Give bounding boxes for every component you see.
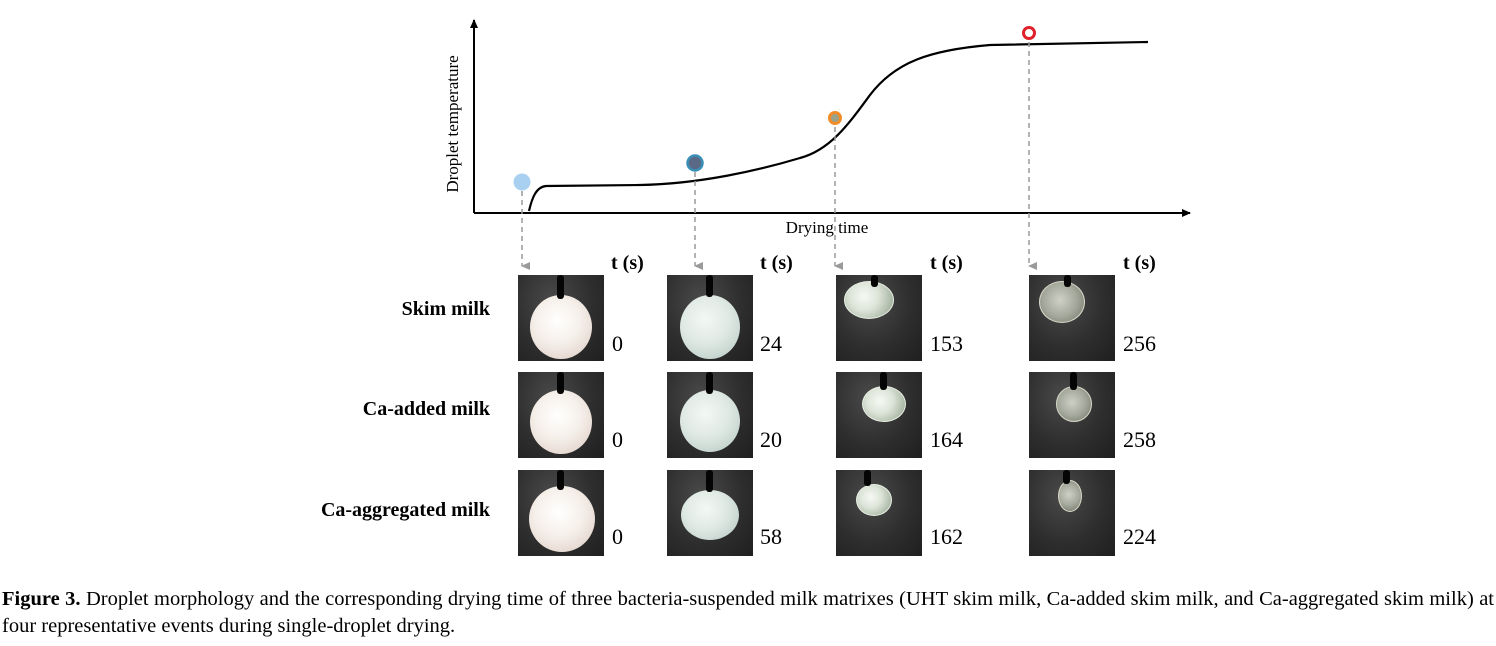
suspension-needle: [706, 372, 713, 394]
droplet-photo: [836, 275, 922, 361]
droplet: [681, 490, 739, 540]
column-header-t-s: t (s): [1123, 252, 1156, 274]
droplet: [1039, 281, 1085, 323]
droplet-photo: [667, 470, 753, 556]
suspension-needle: [1070, 372, 1077, 390]
droplet: [530, 295, 592, 359]
droplet: [856, 484, 892, 516]
drying-time-value: 0: [612, 524, 623, 549]
row-label: Skim milk: [401, 298, 490, 320]
caption-label: Figure 3.: [2, 588, 81, 610]
droplet-photo: [518, 372, 604, 458]
suspension-needle: [557, 470, 564, 490]
droplet-photo: [667, 275, 753, 361]
suspension-needle: [1064, 275, 1071, 287]
suspension-needle: [706, 275, 713, 297]
suspension-needle: [864, 470, 871, 486]
droplet: [680, 295, 740, 359]
x-axis-label: Drying time: [786, 218, 869, 237]
event-markers: [513, 26, 1036, 191]
suspension-needle: [880, 372, 887, 390]
column-header-t-s: t (s): [930, 252, 963, 274]
suspension-needle: [1063, 470, 1070, 484]
temperature-curve-chart: Droplet temperature Drying time: [443, 19, 1191, 270]
droplet: [680, 390, 740, 452]
droplet-photo: [836, 470, 922, 556]
figure-caption: Figure 3. Droplet morphology and the cor…: [2, 586, 1494, 640]
event-marker-4: [1022, 26, 1036, 40]
drying-time-value: 162: [930, 524, 963, 549]
droplet-photo: [836, 372, 922, 458]
drying-time-value: 0: [612, 427, 623, 452]
drying-time-value: 153: [930, 331, 963, 356]
droplet: [530, 390, 592, 454]
droplet-photo: [1029, 372, 1115, 458]
suspension-needle: [557, 275, 564, 299]
column-header-t-s: t (s): [611, 252, 644, 274]
column-header-t-s: t (s): [760, 252, 793, 274]
row-label: Ca-aggregated milk: [320, 499, 490, 521]
suspension-needle: [871, 275, 878, 287]
droplet: [862, 386, 906, 422]
droplet-photo: [1029, 275, 1115, 361]
drying-time-value: 24: [760, 331, 782, 356]
caption-text: Droplet morphology and the corresponding…: [2, 588, 1494, 637]
event-marker-1: [513, 173, 531, 191]
droplet-photo: [518, 275, 604, 361]
droplet: [1056, 386, 1092, 422]
drying-time-value: 256: [1123, 331, 1156, 356]
drying-time-value: 0: [612, 331, 623, 356]
drying-time-value: 20: [760, 427, 782, 452]
drying-time-value: 258: [1123, 427, 1156, 452]
event-marker-3: [828, 111, 842, 125]
droplet: [529, 486, 595, 552]
y-axis-label: Droplet temperature: [443, 55, 462, 192]
temperature-curve: [527, 40, 1149, 212]
droplet-photo: [1029, 470, 1115, 556]
droplet: [844, 281, 894, 319]
droplet: [1058, 480, 1082, 512]
event-marker-2: [686, 154, 704, 172]
drying-time-value: 58: [760, 524, 782, 549]
row-label: Ca-added milk: [362, 398, 490, 420]
drying-time-value: 164: [930, 427, 963, 452]
suspension-needle: [557, 372, 564, 394]
droplet-photo: [667, 372, 753, 458]
drying-time-value: 224: [1123, 524, 1156, 549]
droplet-photo: [518, 470, 604, 556]
suspension-needle: [706, 470, 713, 492]
event-guide-arrows: [521, 42, 1037, 270]
